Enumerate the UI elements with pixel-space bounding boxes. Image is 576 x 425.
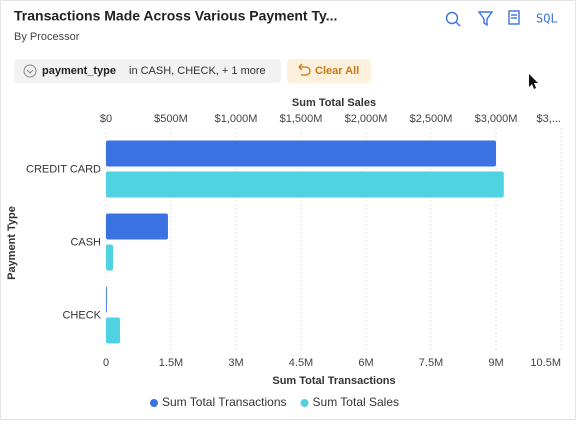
filter-condition: in CASH, CHECK, + 1 more xyxy=(129,65,266,77)
legend-label: Sum Total Transactions xyxy=(162,395,287,409)
xticks-label: 1.5M xyxy=(159,357,183,369)
xticks-label: 6M xyxy=(358,357,373,369)
bar xyxy=(106,213,168,240)
x2ticks-label: $2,000M xyxy=(345,113,388,125)
chart-title: Transactions Made Across Various Payment… xyxy=(14,8,337,24)
sql-button[interactable]: SQL xyxy=(536,12,558,26)
filter-icon[interactable] xyxy=(477,11,494,27)
filter-field: payment_type xyxy=(42,65,116,77)
legend-marker xyxy=(150,399,158,407)
bar xyxy=(106,244,114,271)
xticks-label: 7.5M xyxy=(419,357,443,369)
undo-icon xyxy=(298,63,311,76)
xticks-label: 10.5M xyxy=(530,357,561,369)
x2ticks-label: $2,500M xyxy=(410,113,453,125)
y-tick-label: CASH xyxy=(70,236,101,248)
bar xyxy=(106,140,496,167)
drill-icon[interactable] xyxy=(445,11,461,27)
legend-label: Sum Total Sales xyxy=(313,395,400,409)
xticks-label: 0 xyxy=(103,357,109,369)
x2-axis-title: Sum Total Sales xyxy=(292,97,376,109)
xticks-label: 9M xyxy=(488,357,503,369)
clear-all-label: Clear All xyxy=(315,65,359,77)
x2ticks-label: $3,000M xyxy=(475,113,518,125)
chart-subtitle: By Processor xyxy=(14,31,80,43)
clear-all-button[interactable] xyxy=(287,59,371,83)
filter-chip[interactable] xyxy=(14,59,281,83)
bar xyxy=(106,286,107,313)
x2ticks-label: $0 xyxy=(100,113,112,125)
chip-icon xyxy=(23,64,37,78)
xticks-label: 4.5M xyxy=(289,357,313,369)
x-axis-title: Sum Total Transactions xyxy=(272,375,395,387)
bar xyxy=(106,171,504,198)
y-axis-title: Payment Type xyxy=(6,206,18,280)
y-tick-label: CHECK xyxy=(62,309,101,321)
x2ticks-label: $1,500M xyxy=(280,113,323,125)
xticks-label: 3M xyxy=(228,357,243,369)
legend-marker xyxy=(300,399,309,407)
x2ticks-label: $3,... xyxy=(537,113,561,125)
table-icon[interactable] xyxy=(508,10,520,25)
x2ticks-label: $500M xyxy=(154,113,188,125)
cursor xyxy=(529,74,538,89)
chip-chevron xyxy=(26,69,34,74)
toolbar xyxy=(445,10,520,27)
y-tick-label: CREDIT CARD xyxy=(26,163,101,175)
x2ticks-label: $1,000M xyxy=(215,113,258,125)
bar xyxy=(106,317,121,344)
